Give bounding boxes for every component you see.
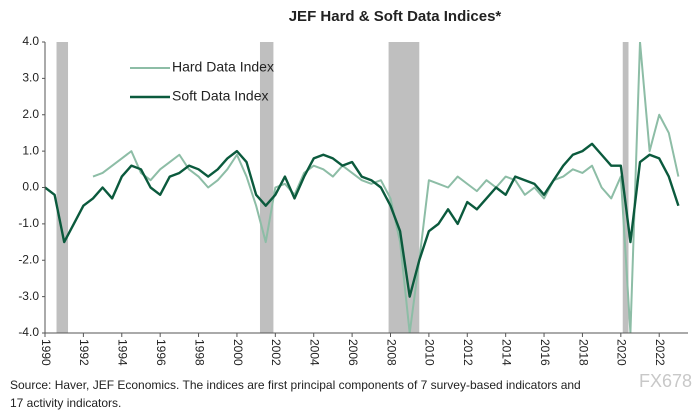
x-tick-label: 2000 [231,339,245,366]
x-tick-label: 1994 [116,339,130,366]
x-tick-label: 2020 [615,339,629,366]
x-tick-label: 2016 [538,339,552,366]
x-tick-label: 2002 [269,339,283,366]
x-tick-label: 2022 [653,339,667,366]
y-tick-label: -1.0 [18,216,39,230]
recession-band [622,42,629,333]
recession-band [56,42,69,333]
x-tick-label: 1990 [39,339,53,366]
y-tick-label: -3.0 [18,289,39,303]
x-tick-label: 2004 [308,339,322,366]
legend-label: Soft Data Index [172,88,269,104]
y-tick-label: -2.0 [18,252,39,266]
x-tick-label: 2018 [576,339,590,366]
y-tick-label: 2.0 [22,107,39,121]
watermark: FX678 [639,371,692,391]
y-tick-label: 1.0 [22,143,39,157]
series-line [45,142,680,298]
x-tick-label: 1992 [77,339,91,366]
source-line: Source: Haver, JEF Economics. The indice… [10,378,581,392]
source-line: 17 activity indicators. [10,396,121,410]
x-tick-label: 2010 [423,339,437,366]
series-line [92,42,680,333]
y-tick-label: 4.0 [22,34,39,48]
x-tick-label: 2012 [461,339,475,366]
x-tick-label: 1996 [154,339,168,366]
plot-area [45,42,680,333]
y-tick-label: 3.0 [22,71,39,85]
x-tick-label: 2008 [384,339,398,366]
chart-title: JEF Hard & Soft Data Indices* [289,8,502,25]
legend-label: Hard Data Index [172,59,274,75]
y-tick-label: 0.0 [22,180,39,194]
recession-band [259,42,274,333]
x-tick-label: 2006 [346,339,360,366]
x-tick-label: 2014 [499,339,513,366]
y-tick-label: -4.0 [18,325,39,339]
x-tick-label: 1998 [192,339,206,366]
